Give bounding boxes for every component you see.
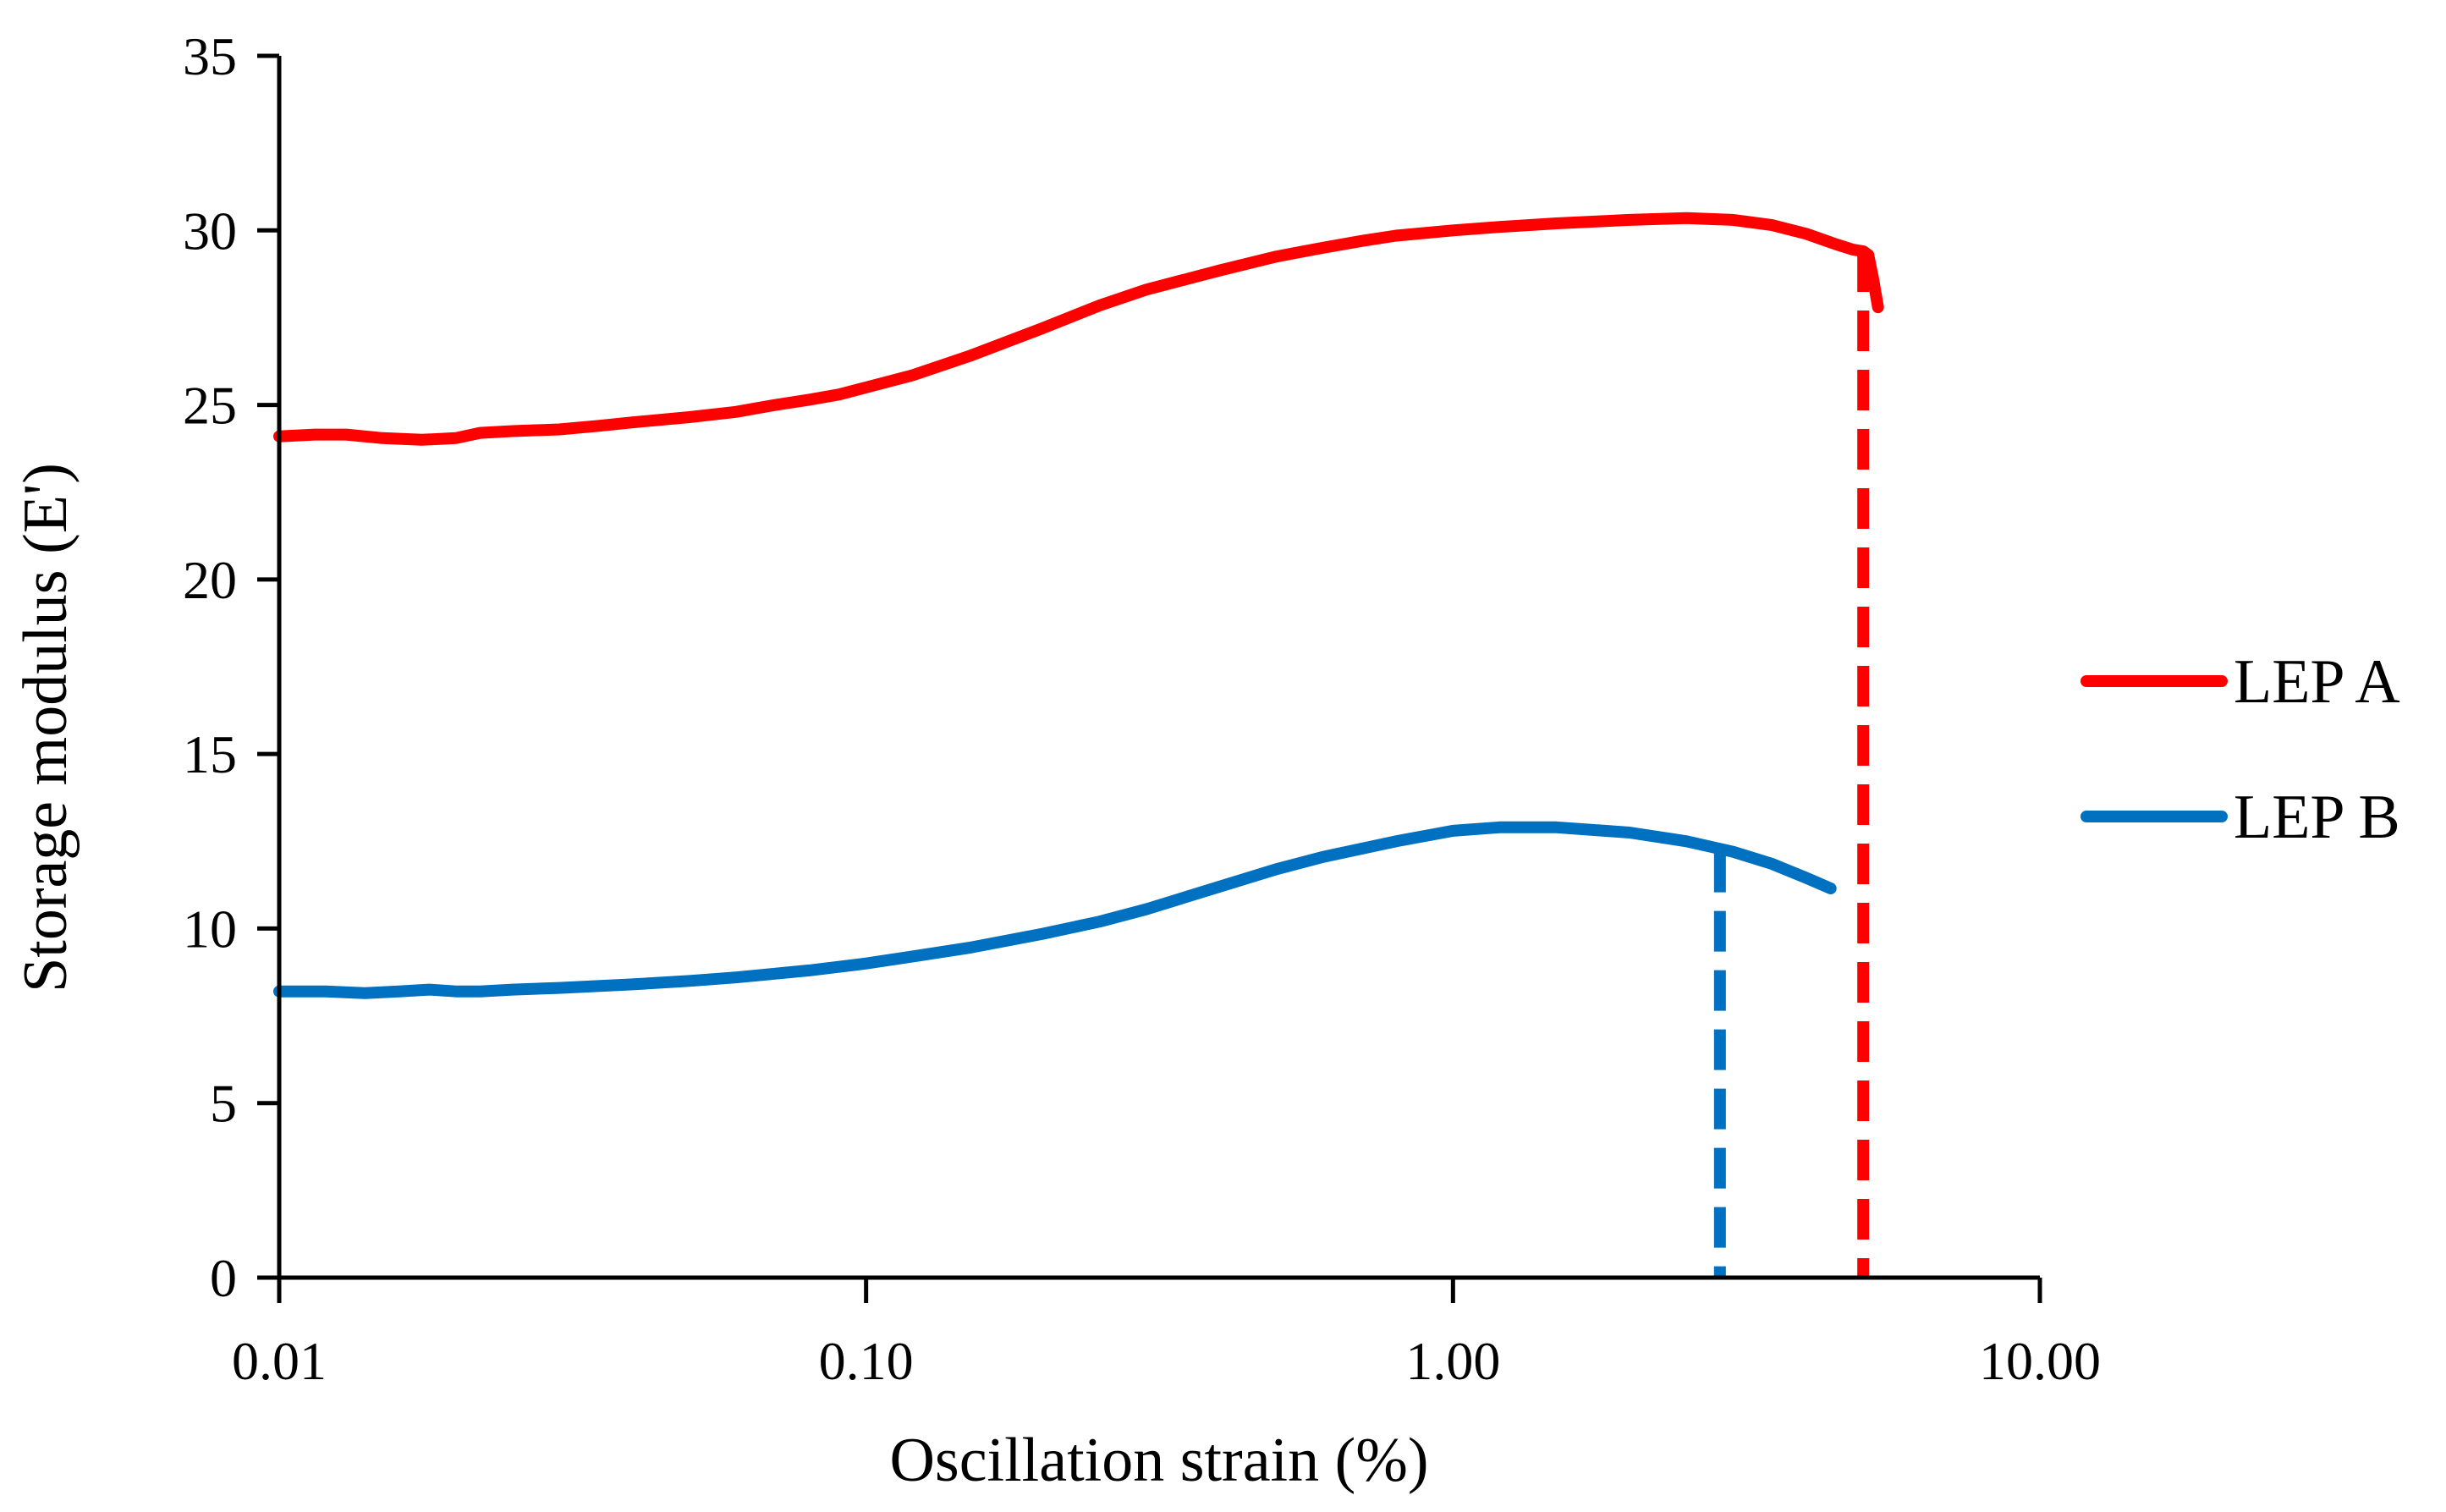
y-ticks: 0 5 10 15 20 25 30 35 — [183, 26, 279, 1308]
y-tick-label: 15 — [183, 724, 237, 784]
x-tick-label: 1.00 — [1405, 1331, 1500, 1391]
x-tick-label: 0.01 — [232, 1331, 327, 1391]
series-lines — [273, 212, 1884, 999]
x-tick-label: 0.10 — [819, 1331, 914, 1391]
y-tick-label: 30 — [183, 201, 237, 261]
y-tick-label: 5 — [210, 1074, 237, 1134]
legend: LEP A LEP B — [2080, 647, 2400, 852]
x-axis-title: Oscillation strain (%) — [889, 1426, 1428, 1495]
axes — [277, 56, 2040, 1280]
x-tick-label: 10.00 — [1979, 1331, 2101, 1391]
y-tick-label: 0 — [210, 1248, 237, 1308]
y-axis-title: Storage modulus (E') — [11, 463, 80, 992]
legend-label-lep-a: LEP A — [2234, 647, 2400, 717]
marker-lines — [1713, 251, 1870, 1278]
y-tick-label: 20 — [183, 550, 237, 610]
series-line-lep-a — [273, 212, 1884, 446]
series-line-lep-b — [273, 821, 1837, 999]
y-tick-label: 35 — [183, 26, 237, 86]
legend-label-lep-b: LEP B — [2234, 783, 2400, 852]
x-ticks: 0.01 0.10 1.00 10.00 — [232, 1278, 2101, 1391]
y-tick-label: 10 — [183, 899, 237, 959]
y-tick-label: 25 — [183, 376, 237, 436]
